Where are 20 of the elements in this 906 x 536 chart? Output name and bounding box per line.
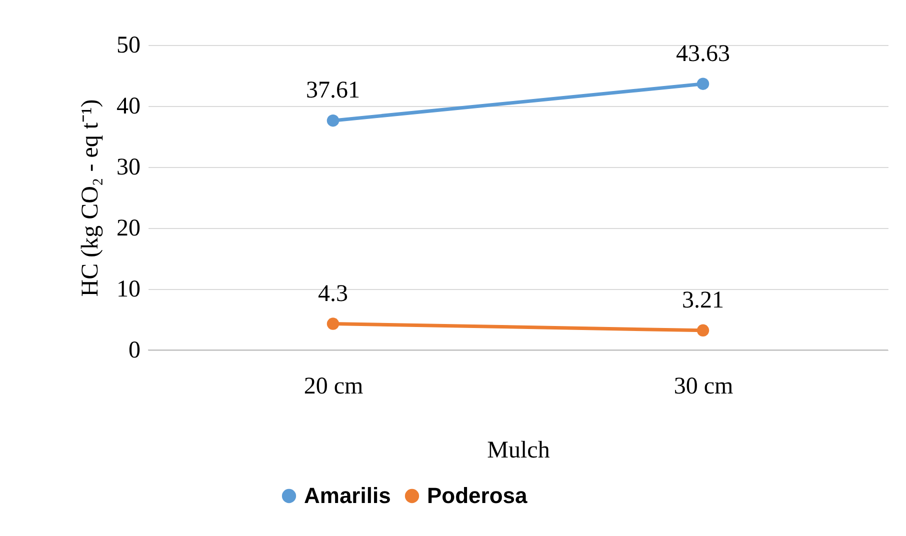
x-axis-title: Mulch	[487, 438, 550, 464]
data-label: 43.63	[676, 40, 730, 67]
legend-label: Poderosa	[427, 483, 528, 508]
y-axis-title: HC (kg CO₂ - eq t⁻¹)	[78, 99, 104, 297]
y-tick-label: 0	[128, 338, 140, 364]
data-label: 37.61	[306, 78, 360, 104]
point	[326, 114, 340, 127]
y-tick-label: 20	[116, 216, 140, 242]
data-label: 3.21	[682, 287, 724, 314]
y-tick-label: 10	[116, 276, 140, 302]
y-tick-label: 50	[116, 32, 140, 58]
legend-label: Amarilis	[304, 483, 391, 508]
y-tick-label: 40	[116, 94, 140, 120]
data-label: 4.3	[318, 280, 348, 307]
point	[326, 318, 340, 330]
x-tick-label: 30 cm	[674, 374, 734, 400]
point	[696, 78, 710, 90]
y-tick-label: 30	[116, 154, 140, 180]
point	[696, 324, 710, 337]
x-tick-label: 20 cm	[304, 374, 364, 400]
